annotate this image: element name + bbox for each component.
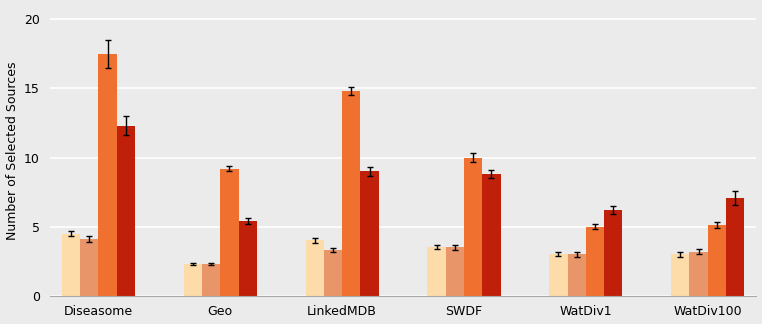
Bar bbox=[342, 91, 360, 296]
Bar bbox=[690, 251, 708, 296]
Bar bbox=[117, 126, 135, 296]
Bar bbox=[427, 247, 446, 296]
Bar bbox=[464, 157, 482, 296]
Bar bbox=[360, 171, 379, 296]
Bar bbox=[482, 174, 501, 296]
Bar bbox=[568, 254, 586, 296]
Y-axis label: Number of Selected Sources: Number of Selected Sources bbox=[5, 61, 18, 240]
Bar bbox=[306, 240, 324, 296]
Bar bbox=[239, 221, 257, 296]
Bar bbox=[708, 225, 726, 296]
Bar bbox=[98, 54, 117, 296]
Bar bbox=[586, 226, 604, 296]
Bar bbox=[202, 264, 220, 296]
Bar bbox=[80, 239, 98, 296]
Bar bbox=[726, 198, 744, 296]
Bar bbox=[604, 210, 623, 296]
Bar bbox=[184, 264, 202, 296]
Bar bbox=[220, 168, 239, 296]
Bar bbox=[446, 247, 464, 296]
Bar bbox=[671, 254, 690, 296]
Bar bbox=[62, 234, 80, 296]
Bar bbox=[324, 250, 342, 296]
Bar bbox=[549, 254, 568, 296]
